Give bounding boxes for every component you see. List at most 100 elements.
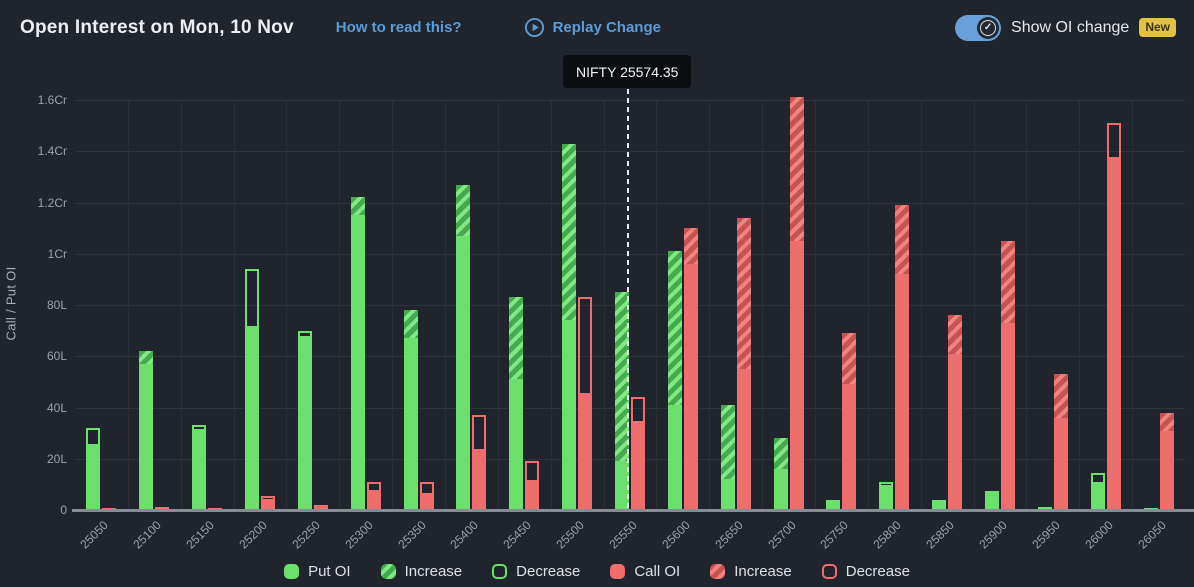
legend-item-call-increase[interactable]: Increase xyxy=(710,563,792,580)
put-oi-solid-segment xyxy=(403,338,418,510)
call-oi-bar[interactable] xyxy=(260,495,275,510)
legend-item-put-decrease[interactable]: Decrease xyxy=(492,563,580,580)
put-oi-solid-segment xyxy=(139,363,154,510)
call-oi-bar[interactable] xyxy=(155,507,170,510)
call-oi-solid-segment xyxy=(419,494,434,510)
call-oi-bar[interactable] xyxy=(1053,374,1068,510)
put-oi-bar[interactable] xyxy=(984,490,999,510)
call-increase-marker-icon xyxy=(710,564,726,579)
call-oi-bar[interactable] xyxy=(366,481,381,510)
put-oi-decrease-segment xyxy=(192,425,207,431)
strike-group-25450 xyxy=(498,100,551,510)
gridline-vertical xyxy=(392,100,394,510)
show-oi-change-toggle[interactable]: ✓ xyxy=(955,14,1002,41)
strike-group-25350 xyxy=(392,100,445,510)
put-oi-bar[interactable] xyxy=(86,428,101,510)
legend-item-call-decrease[interactable]: Decrease xyxy=(821,563,910,580)
put-oi-bar[interactable] xyxy=(562,143,577,510)
put-oi-increase-segment xyxy=(456,184,471,236)
put-oi-bar[interactable] xyxy=(1090,472,1105,510)
gridline-vertical xyxy=(1132,100,1134,510)
put-oi-decrease-segment xyxy=(879,481,894,487)
call-oi-bar[interactable] xyxy=(525,461,540,510)
call-oi-bar[interactable] xyxy=(1159,412,1174,510)
put-oi-increase-segment xyxy=(350,197,365,216)
call-oi-solid-segment xyxy=(736,369,751,510)
put-oi-bar[interactable] xyxy=(139,351,154,510)
call-oi-bar[interactable] xyxy=(419,481,434,510)
put-oi-decrease-segment xyxy=(1090,472,1105,485)
gridline-vertical xyxy=(1026,100,1028,510)
put-oi-bar[interactable] xyxy=(773,438,788,510)
legend-label: Decrease xyxy=(845,563,910,580)
put-oi-bar[interactable] xyxy=(667,251,682,510)
legend-label: Increase xyxy=(734,563,792,580)
strike-group-26000 xyxy=(1079,100,1132,510)
put-oi-bar[interactable] xyxy=(509,297,524,510)
call-oi-bar[interactable] xyxy=(736,217,751,510)
put-oi-bar[interactable] xyxy=(879,481,894,510)
legend-label: Put OI xyxy=(308,563,351,580)
replay-change-button[interactable]: Replay Change xyxy=(524,17,661,38)
put-oi-bar[interactable] xyxy=(350,197,365,510)
put-oi-solid-segment xyxy=(720,479,735,510)
put-oi-decrease-segment xyxy=(984,490,999,495)
put-oi-solid-segment xyxy=(509,379,524,510)
put-oi-bar[interactable] xyxy=(192,425,207,510)
put-oi-bar[interactable] xyxy=(932,499,947,510)
check-icon: ✓ xyxy=(980,19,997,36)
replay-play-icon xyxy=(524,17,544,38)
strike-group-25150 xyxy=(181,100,234,510)
call-oi-bar[interactable] xyxy=(1000,240,1015,510)
call-oi-solid-segment xyxy=(948,353,963,510)
put-oi-bar[interactable] xyxy=(456,184,471,510)
gridline-horizontal xyxy=(75,305,1185,306)
gridline-vertical xyxy=(762,100,764,510)
call-oi-bar[interactable] xyxy=(789,97,804,510)
y-tick-label: 40L xyxy=(46,400,67,415)
call-oi-bar[interactable] xyxy=(948,315,963,510)
put-oi-bar[interactable] xyxy=(297,330,312,510)
legend-item-call-solid[interactable]: Call OI xyxy=(610,563,680,580)
put-oi-bar[interactable] xyxy=(614,292,629,510)
gridline-horizontal xyxy=(75,100,1185,101)
call-oi-bar[interactable] xyxy=(313,504,328,510)
call-oi-solid-segment xyxy=(789,240,804,510)
call-oi-bar[interactable] xyxy=(683,228,698,510)
show-oi-change-label: Show OI change xyxy=(1011,18,1130,36)
put-oi-bar[interactable] xyxy=(244,269,259,510)
strike-group-25700 xyxy=(762,97,815,510)
gridline-vertical xyxy=(339,100,341,510)
strike-group-25600 xyxy=(656,100,709,510)
call-oi-bar[interactable] xyxy=(472,415,487,510)
put-oi-bar[interactable] xyxy=(826,499,841,510)
legend-item-put-increase[interactable]: Increase xyxy=(380,563,463,580)
put-oi-solid-segment xyxy=(86,445,101,510)
call-oi-solid-segment xyxy=(842,384,857,510)
y-tick-label: 1.2Cr xyxy=(37,195,67,210)
put-oi-solid-segment xyxy=(773,469,788,510)
put-oi-bar[interactable] xyxy=(720,404,735,510)
strike-group-25300 xyxy=(339,100,392,510)
call-oi-bar[interactable] xyxy=(630,397,645,510)
strike-group-25050 xyxy=(75,100,128,510)
call-oi-decrease-segment xyxy=(366,481,381,493)
put-solid-marker-icon xyxy=(284,564,300,579)
oi-change-controls: ✓ Show OI change New xyxy=(955,14,1176,41)
put-oi-solid-segment xyxy=(879,486,894,510)
gridline-vertical xyxy=(550,100,552,510)
put-oi-bar[interactable] xyxy=(1037,507,1052,510)
strike-group-25250 xyxy=(286,100,339,510)
call-oi-decrease-segment xyxy=(419,481,434,495)
gridline-horizontal xyxy=(75,253,1185,255)
call-oi-bar[interactable] xyxy=(842,333,857,510)
call-oi-decrease-segment xyxy=(578,297,593,395)
call-oi-bar[interactable] xyxy=(578,297,593,510)
put-oi-bar[interactable] xyxy=(403,310,418,510)
put-oi-decrease-segment xyxy=(297,330,312,339)
call-oi-bar[interactable] xyxy=(895,205,910,510)
legend-item-put-solid[interactable]: Put OI xyxy=(284,563,351,580)
call-oi-bar[interactable] xyxy=(1106,123,1121,510)
how-to-read-link[interactable]: How to read this? xyxy=(335,19,462,36)
legend-label: Increase xyxy=(404,563,463,580)
